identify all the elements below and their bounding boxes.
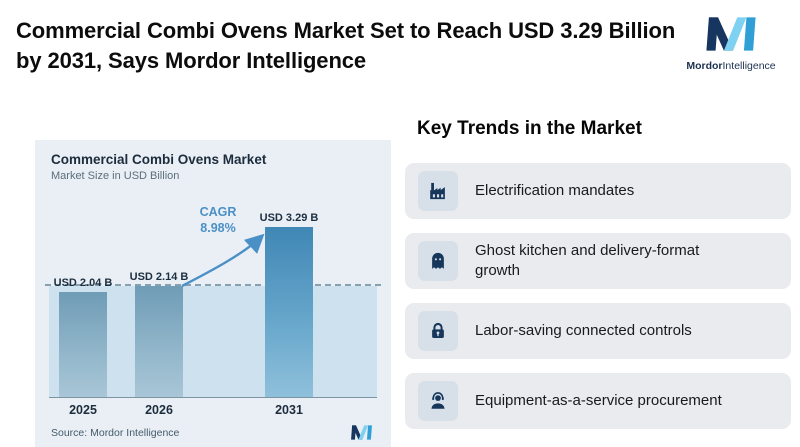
mordor-logo-icon — [706, 17, 756, 51]
bar-value-label: USD 2.14 B — [129, 271, 189, 283]
trend-label: Electrification mandates — [475, 182, 635, 200]
page-title: Commercial Combi Ovens Market Set to Rea… — [16, 18, 676, 74]
trend-label: Labor-saving connected controls — [475, 322, 692, 340]
chart-subtitle: Market Size in USD Billion — [51, 170, 180, 182]
bar-2031 — [265, 227, 313, 397]
chart-x-axis — [49, 397, 377, 398]
chart-plot: CAGR 8.98% USD 2.04 B USD 2.14 B USD 3.29 … — [45, 190, 381, 398]
trend-item: Electrification mandates — [405, 163, 791, 219]
chart-panel: Commercial Combi Ovens Market Market Siz… — [35, 140, 391, 447]
mordor-logo: MordorIntelligence — [676, 14, 786, 72]
chart-title: Commercial Combi Ovens Market — [51, 152, 267, 167]
mordor-logo-text: MordorIntelligence — [686, 60, 776, 72]
bar-value-label: USD 2.04 B — [53, 277, 113, 289]
ghost-icon — [418, 241, 458, 281]
factory-icon — [418, 171, 458, 211]
bar-2025 — [59, 292, 107, 397]
lock-icon — [418, 311, 458, 351]
chart-x-labels: 2025 2026 2031 — [51, 400, 375, 420]
trend-item: Equipment-as-a-service procurement — [405, 373, 791, 429]
trend-item: Ghost kitchen and delivery-format growth — [405, 233, 791, 289]
cagr-annotation: CAGR 8.98% — [199, 205, 237, 236]
service-icon — [418, 381, 458, 421]
bar-2026 — [135, 286, 183, 397]
trend-label: Equipment-as-a-service procurement — [475, 392, 722, 410]
trend-list: Electrification mandates Ghost kitchen an… — [405, 163, 791, 443]
chart-footer: Source: Mordor Intelligence — [51, 424, 375, 441]
trend-item: Labor-saving connected controls — [405, 303, 791, 359]
x-axis-label: 2031 — [275, 403, 303, 417]
bar-value-label: USD 3.29 B — [259, 212, 319, 224]
mordor-logo-small — [351, 425, 372, 440]
x-axis-label: 2025 — [69, 403, 97, 417]
trends-heading: Key Trends in the Market — [417, 118, 642, 139]
x-axis-label: 2026 — [145, 403, 173, 417]
chart-source: Source: Mordor Intelligence — [51, 426, 180, 439]
trend-label: Ghost kitchen and delivery-format growth — [475, 242, 700, 279]
